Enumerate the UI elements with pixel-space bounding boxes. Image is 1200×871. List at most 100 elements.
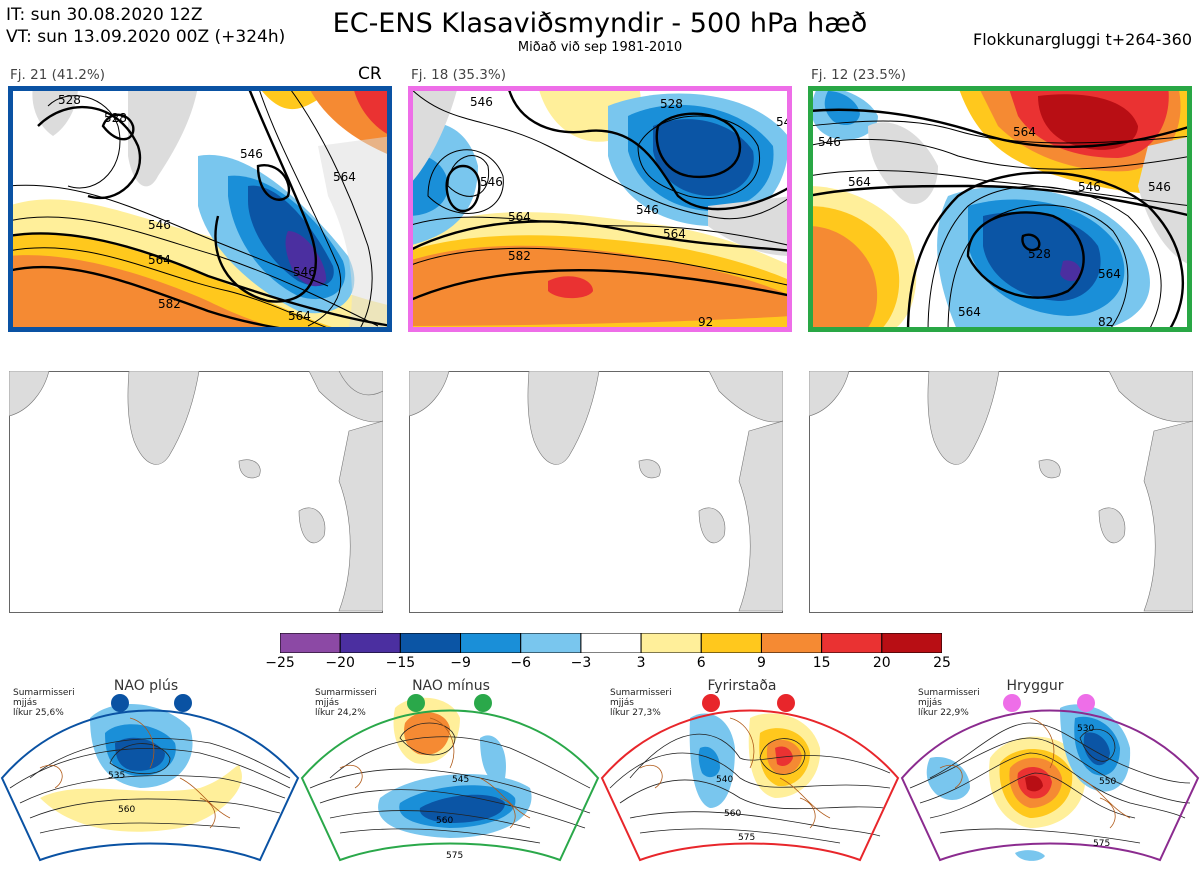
regime-contour-label: 560 <box>118 805 135 815</box>
regime-dot <box>1003 694 1021 712</box>
contour-label: 546 <box>293 265 316 279</box>
regime-info: Sumarmisseri mjjás líkur 25,6% <box>13 688 75 718</box>
colorbar-tick-label: 25 <box>933 655 951 671</box>
cluster-map-3: 546 564 546 564 528 546 564 564 82 <box>808 86 1192 332</box>
contour-label: 546 <box>636 203 659 217</box>
cluster-map-2: 528 546 546 564 564 582 546 546 92 <box>408 86 792 332</box>
contour-label: 564 <box>663 227 686 241</box>
regime-nao-minus: NAO mínus Sumarmisseri mjjás líkur 24,2% 5… <box>300 678 600 871</box>
contour-label: 564 <box>958 305 981 319</box>
contour-label: 564 <box>288 309 311 323</box>
regime-nao-plus: NAO plús Sumarmisseri mjjás líkur 25,6% 53… <box>0 678 300 871</box>
contour-label: 564 <box>848 175 871 189</box>
contour-label: 564 <box>148 253 171 267</box>
regime-dot <box>777 694 795 712</box>
empty-map-3 <box>809 371 1193 613</box>
colorbar-segment <box>460 632 522 654</box>
contour-label: 564 <box>1098 267 1121 281</box>
regime-title: NAO plús <box>113 678 179 694</box>
empty-map-1 <box>9 371 383 613</box>
regime-contour-label: 575 <box>446 851 463 861</box>
regime-dot <box>1077 694 1095 712</box>
regime-contour-label: 545 <box>452 775 469 785</box>
header-info: IT: sun 30.08.2020 12Z VT: sun 13.09.202… <box>6 4 285 48</box>
regime-title: NAO mínus <box>412 678 490 694</box>
regime-contour-label: 575 <box>738 833 755 843</box>
clustering-window: Flokkunargluggi t+264-360 <box>973 30 1192 49</box>
contour-label: 546 <box>240 147 263 161</box>
regime-dot <box>111 694 129 712</box>
regime-contour-label: 535 <box>108 771 125 781</box>
colorbar-segment <box>881 632 943 654</box>
regime-title: Hryggur <box>1006 678 1064 694</box>
colorbar-segment <box>580 632 642 654</box>
colorbar-segment <box>760 632 823 654</box>
cluster-3-border <box>808 86 1192 332</box>
regime-dot <box>174 694 192 712</box>
colorbar-segment <box>339 632 401 654</box>
contour-label: 528 <box>58 93 81 107</box>
regime-dot <box>407 694 425 712</box>
contour-label: 528 <box>104 111 127 125</box>
regime-contour-label: 530 <box>1077 724 1094 734</box>
colorbar-tick-label: 20 <box>872 655 891 671</box>
regime-dot <box>474 694 492 712</box>
regime-contour-label: 560 <box>724 809 741 819</box>
regime-ridge: Hryggur Sumarmisseri mjjás líkur 22,9% 530… <box>900 678 1200 871</box>
contour-label: 582 <box>508 249 531 263</box>
regime-contour-label: 575 <box>1093 839 1110 849</box>
regime-info: Sumarmisseri mjjás líkur 27,3% <box>610 688 672 718</box>
contour-label: 546 <box>818 135 841 149</box>
regime-info: Sumarmisseri mjjás líkur 24,2% <box>315 688 377 718</box>
contour-label: 546 <box>148 218 171 232</box>
colorbar-tick-label: −6 <box>510 655 532 671</box>
colorbar-segment <box>279 632 341 654</box>
contour-label: 82 <box>1098 315 1113 329</box>
regime-contour-label: 560 <box>436 816 453 826</box>
colorbar-segment <box>399 632 462 654</box>
cluster-2-label: Fj. 18 (35.3%) <box>411 67 506 83</box>
contour-label: 546 <box>480 175 503 189</box>
colorbar-labels: −25 −20 −15 −9 −6 −3 3 6 9 15 20 25 <box>265 655 951 675</box>
regime-title: Fyrirstaða <box>707 678 777 694</box>
colorbar-tick-label: −25 <box>265 655 295 671</box>
contour-label: 582 <box>158 297 181 311</box>
initial-time: IT: sun 30.08.2020 12Z <box>6 5 203 25</box>
cluster-map-1: 528 546 564 582 546 564 528 546 564 <box>8 86 392 332</box>
colorbar-tick-label: 3 <box>636 655 646 671</box>
cluster-2-border <box>408 86 792 332</box>
colorbar-tick-label: 6 <box>696 655 706 671</box>
contour-label: 564 <box>508 210 531 224</box>
valid-time: VT: sun 13.09.2020 00Z (+324h) <box>6 27 286 47</box>
colorbar-tick-label: −3 <box>570 655 592 671</box>
cluster-3-label: Fj. 12 (23.5%) <box>811 67 906 83</box>
colorbar-tick-label: 9 <box>756 655 766 671</box>
page-title: EC-ENS Klasaviðsmyndir - 500 hPa hæð <box>332 8 868 39</box>
regime-blocking: Fyrirstaða Sumarmisseri mjjás líkur 27,3% … <box>600 678 900 871</box>
contour-label: 546 <box>1148 180 1171 194</box>
contour-label: 546 <box>1078 180 1101 194</box>
contour-label: 564 <box>333 170 356 184</box>
regime-contour-label: 540 <box>716 775 733 785</box>
contour-label: 528 <box>1028 247 1051 261</box>
cluster-1-marker: CR <box>358 64 382 84</box>
colorbar-segment <box>520 632 582 654</box>
colorbar-segment <box>640 632 702 654</box>
contour-label: 546 <box>470 95 493 109</box>
empty-map-2 <box>409 371 783 613</box>
regime-contour-label: 550 <box>1099 777 1116 787</box>
contour-label: 564 <box>1013 125 1036 139</box>
regime-dot <box>702 694 720 712</box>
cluster-1-border <box>8 86 392 332</box>
contour-label: 92 <box>698 315 713 329</box>
contour-label: 528 <box>660 97 683 111</box>
colorbar-segment <box>821 632 883 654</box>
colorbar-tick-label: −20 <box>325 655 355 671</box>
regime-info: Sumarmisseri mjjás líkur 22,9% <box>918 688 980 718</box>
cluster-1-label: Fj. 21 (41.2%) <box>10 67 105 83</box>
colorbar-tick-label: −15 <box>385 655 416 671</box>
colorbar <box>279 632 943 654</box>
colorbar-tick-label: −9 <box>450 655 471 671</box>
colorbar-tick-label: 15 <box>812 655 831 671</box>
colorbar-segment <box>700 632 762 654</box>
